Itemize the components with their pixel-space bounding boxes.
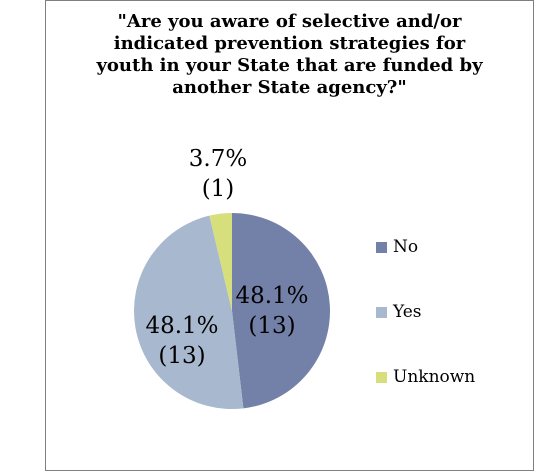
data-label-percent: 48.1% — [235, 283, 308, 309]
pie-slice-unknown — [209, 213, 232, 311]
title-line: indicated prevention strategies for — [113, 33, 466, 54]
title-line: "Are you aware of selective and/or — [117, 11, 462, 32]
pie-slice-yes — [133, 215, 244, 409]
legend-swatch — [376, 306, 387, 318]
legend-item-unknown: Unknown — [376, 367, 475, 387]
title-line: another State agency?" — [172, 77, 407, 98]
pie-slice-no — [232, 212, 331, 409]
chart-frame: "Are you aware of selective and/or indic… — [45, 0, 534, 471]
pie-chart: 48.1% (13) 48.1% (13) 3.7% (1) — [133, 146, 331, 409]
legend-label: Unknown — [393, 367, 476, 387]
legend-label: Yes — [393, 302, 422, 322]
chart-title: "Are you aware of selective and/or indic… — [46, 11, 533, 99]
data-label-percent: 48.1% — [145, 313, 218, 339]
data-label-percent: 3.7% — [189, 146, 247, 172]
data-label-count: (1) — [202, 176, 235, 202]
legend-item-yes: Yes — [376, 302, 422, 322]
legend-swatch — [376, 241, 387, 253]
data-label-count: (13) — [158, 343, 205, 369]
legend-label: No — [393, 237, 419, 257]
legend-item-no: No — [376, 237, 418, 257]
title-line: youth in your State that are funded by — [96, 55, 483, 76]
data-label-count: (13) — [248, 313, 295, 339]
legend-swatch — [376, 371, 387, 383]
